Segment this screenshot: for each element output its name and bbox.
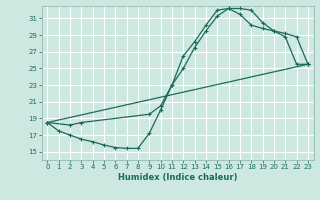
X-axis label: Humidex (Indice chaleur): Humidex (Indice chaleur) xyxy=(118,173,237,182)
